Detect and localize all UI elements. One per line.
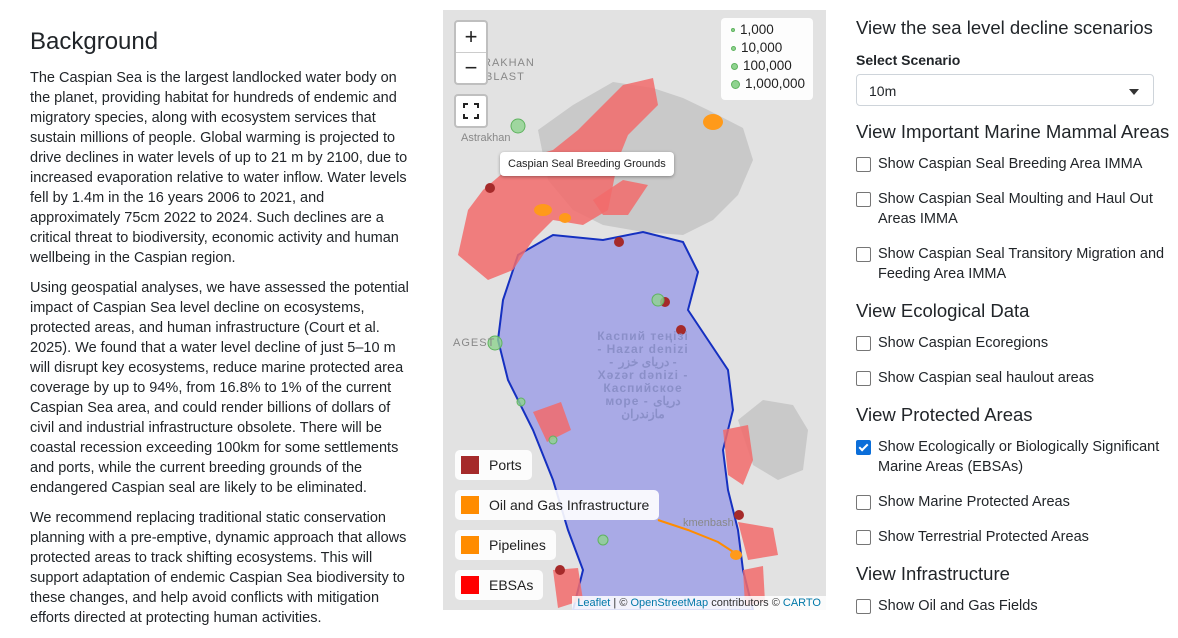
legend-item-ports: Ports: [455, 450, 532, 480]
size-legend-row: 1,000: [731, 21, 774, 39]
oil-gas-swatch: [461, 495, 479, 514]
background-paragraph-3: We recommend replacing traditional stati…: [30, 510, 407, 626]
map-place-label: AGEST: [453, 337, 496, 349]
checkbox-oil-gas-fields[interactable]: Show Oil and Gas Fields: [856, 596, 1178, 616]
zoom-out-button[interactable]: −: [464, 55, 478, 80]
checkbox-moulting-imma[interactable]: Show Caspian Seal Moulting and Haul Out …: [856, 189, 1178, 229]
size-legend-row: 1,000,000: [731, 75, 805, 93]
background-title: Background: [30, 28, 159, 55]
checkbox-mpa[interactable]: Show Marine Protected Areas: [856, 492, 1178, 512]
size-legend-row: 100,000: [731, 57, 792, 75]
ecological-heading: View Ecological Data: [856, 300, 1030, 321]
carto-link[interactable]: CARTO: [782, 597, 821, 609]
background-paragraph-1: The Caspian Sea is the largest landlocke…: [30, 70, 408, 266]
checkbox-ebsas[interactable]: Show Ecologically or Biologically Signif…: [856, 437, 1178, 477]
scenario-heading: View the sea level decline scenarios: [856, 17, 1153, 38]
checkbox-icon[interactable]: [856, 371, 871, 386]
checkbox-ecoregions[interactable]: Show Caspian Ecoregions: [856, 333, 1178, 353]
map-canvas[interactable]: [443, 10, 826, 610]
legend-item-ebsas: EBSAs: [455, 570, 544, 600]
map-place-label: RAKHAN: [483, 57, 535, 69]
checkbox-icon[interactable]: [856, 192, 871, 207]
leaflet-link[interactable]: Leaflet: [577, 597, 611, 609]
checkbox-breeding-imma[interactable]: Show Caspian Seal Breeding Area IMMA: [856, 154, 1178, 174]
mammal-heading: View Important Marine Mammal Areas: [856, 121, 1170, 142]
checkbox-icon[interactable]: [856, 247, 871, 262]
sea-label: Каспий теңізі - Hazar denizi - دریای خزر…: [597, 329, 689, 421]
chevron-down-icon: [1129, 89, 1139, 95]
checkbox-haulout[interactable]: Show Caspian seal haulout areas: [856, 368, 1178, 388]
legend-item-oil-gas: Oil and Gas Infrastructure: [455, 490, 660, 520]
size-legend-row: 10,000: [731, 39, 782, 57]
pipelines-swatch: [461, 535, 479, 554]
fullscreen-button[interactable]: [454, 94, 488, 128]
map-place-label: kmenbash: [683, 517, 734, 529]
background-section: Background The Caspian Sea is the larges…: [30, 24, 418, 638]
ebsas-swatch: [461, 575, 479, 594]
map-place-label: BLAST: [485, 71, 525, 83]
zoom-control: + −: [454, 20, 488, 85]
background-paragraph-2: Using geospatial analyses, we have asses…: [30, 280, 409, 496]
protected-heading: View Protected Areas: [856, 404, 1033, 425]
checkbox-migration-imma[interactable]: Show Caspian Seal Transitory Migration a…: [856, 244, 1178, 284]
size-legend: 1,000 10,000 100,000 1,000,000: [721, 18, 813, 100]
scenario-select-value: 10m: [869, 83, 897, 99]
infrastructure-heading: View Infrastructure: [856, 563, 1010, 584]
zoom-in-button[interactable]: +: [456, 22, 486, 53]
breeding-grounds-popup: Caspian Seal Breeding Grounds: [500, 152, 674, 176]
checkbox-terrestrial[interactable]: Show Terrestrial Protected Areas: [856, 527, 1178, 547]
ports-swatch: [461, 455, 479, 474]
checkbox-icon[interactable]: [856, 336, 871, 351]
checkbox-icon[interactable]: [856, 599, 871, 614]
checkbox-icon[interactable]: [856, 157, 871, 172]
fullscreen-icon: [463, 103, 479, 119]
map-place-label: Astrakhan: [461, 132, 511, 144]
control-panel: View the sea level decline scenarios Sel…: [856, 16, 1178, 631]
osm-link[interactable]: OpenStreetMap: [630, 597, 709, 609]
legend-item-pipelines: Pipelines: [455, 530, 556, 560]
scenario-select[interactable]: 10m: [856, 74, 1154, 106]
select-scenario-label: Select Scenario: [856, 52, 961, 68]
map-view[interactable]: RAKHAN BLAST Astrakhan AGEST kmenbash Ка…: [443, 10, 826, 610]
checkbox-icon[interactable]: [856, 495, 871, 510]
checkbox-checked-icon[interactable]: [856, 440, 871, 455]
checkbox-icon[interactable]: [856, 530, 871, 545]
map-attribution: Leaflet | © OpenStreetMap contributors ©…: [572, 596, 826, 610]
